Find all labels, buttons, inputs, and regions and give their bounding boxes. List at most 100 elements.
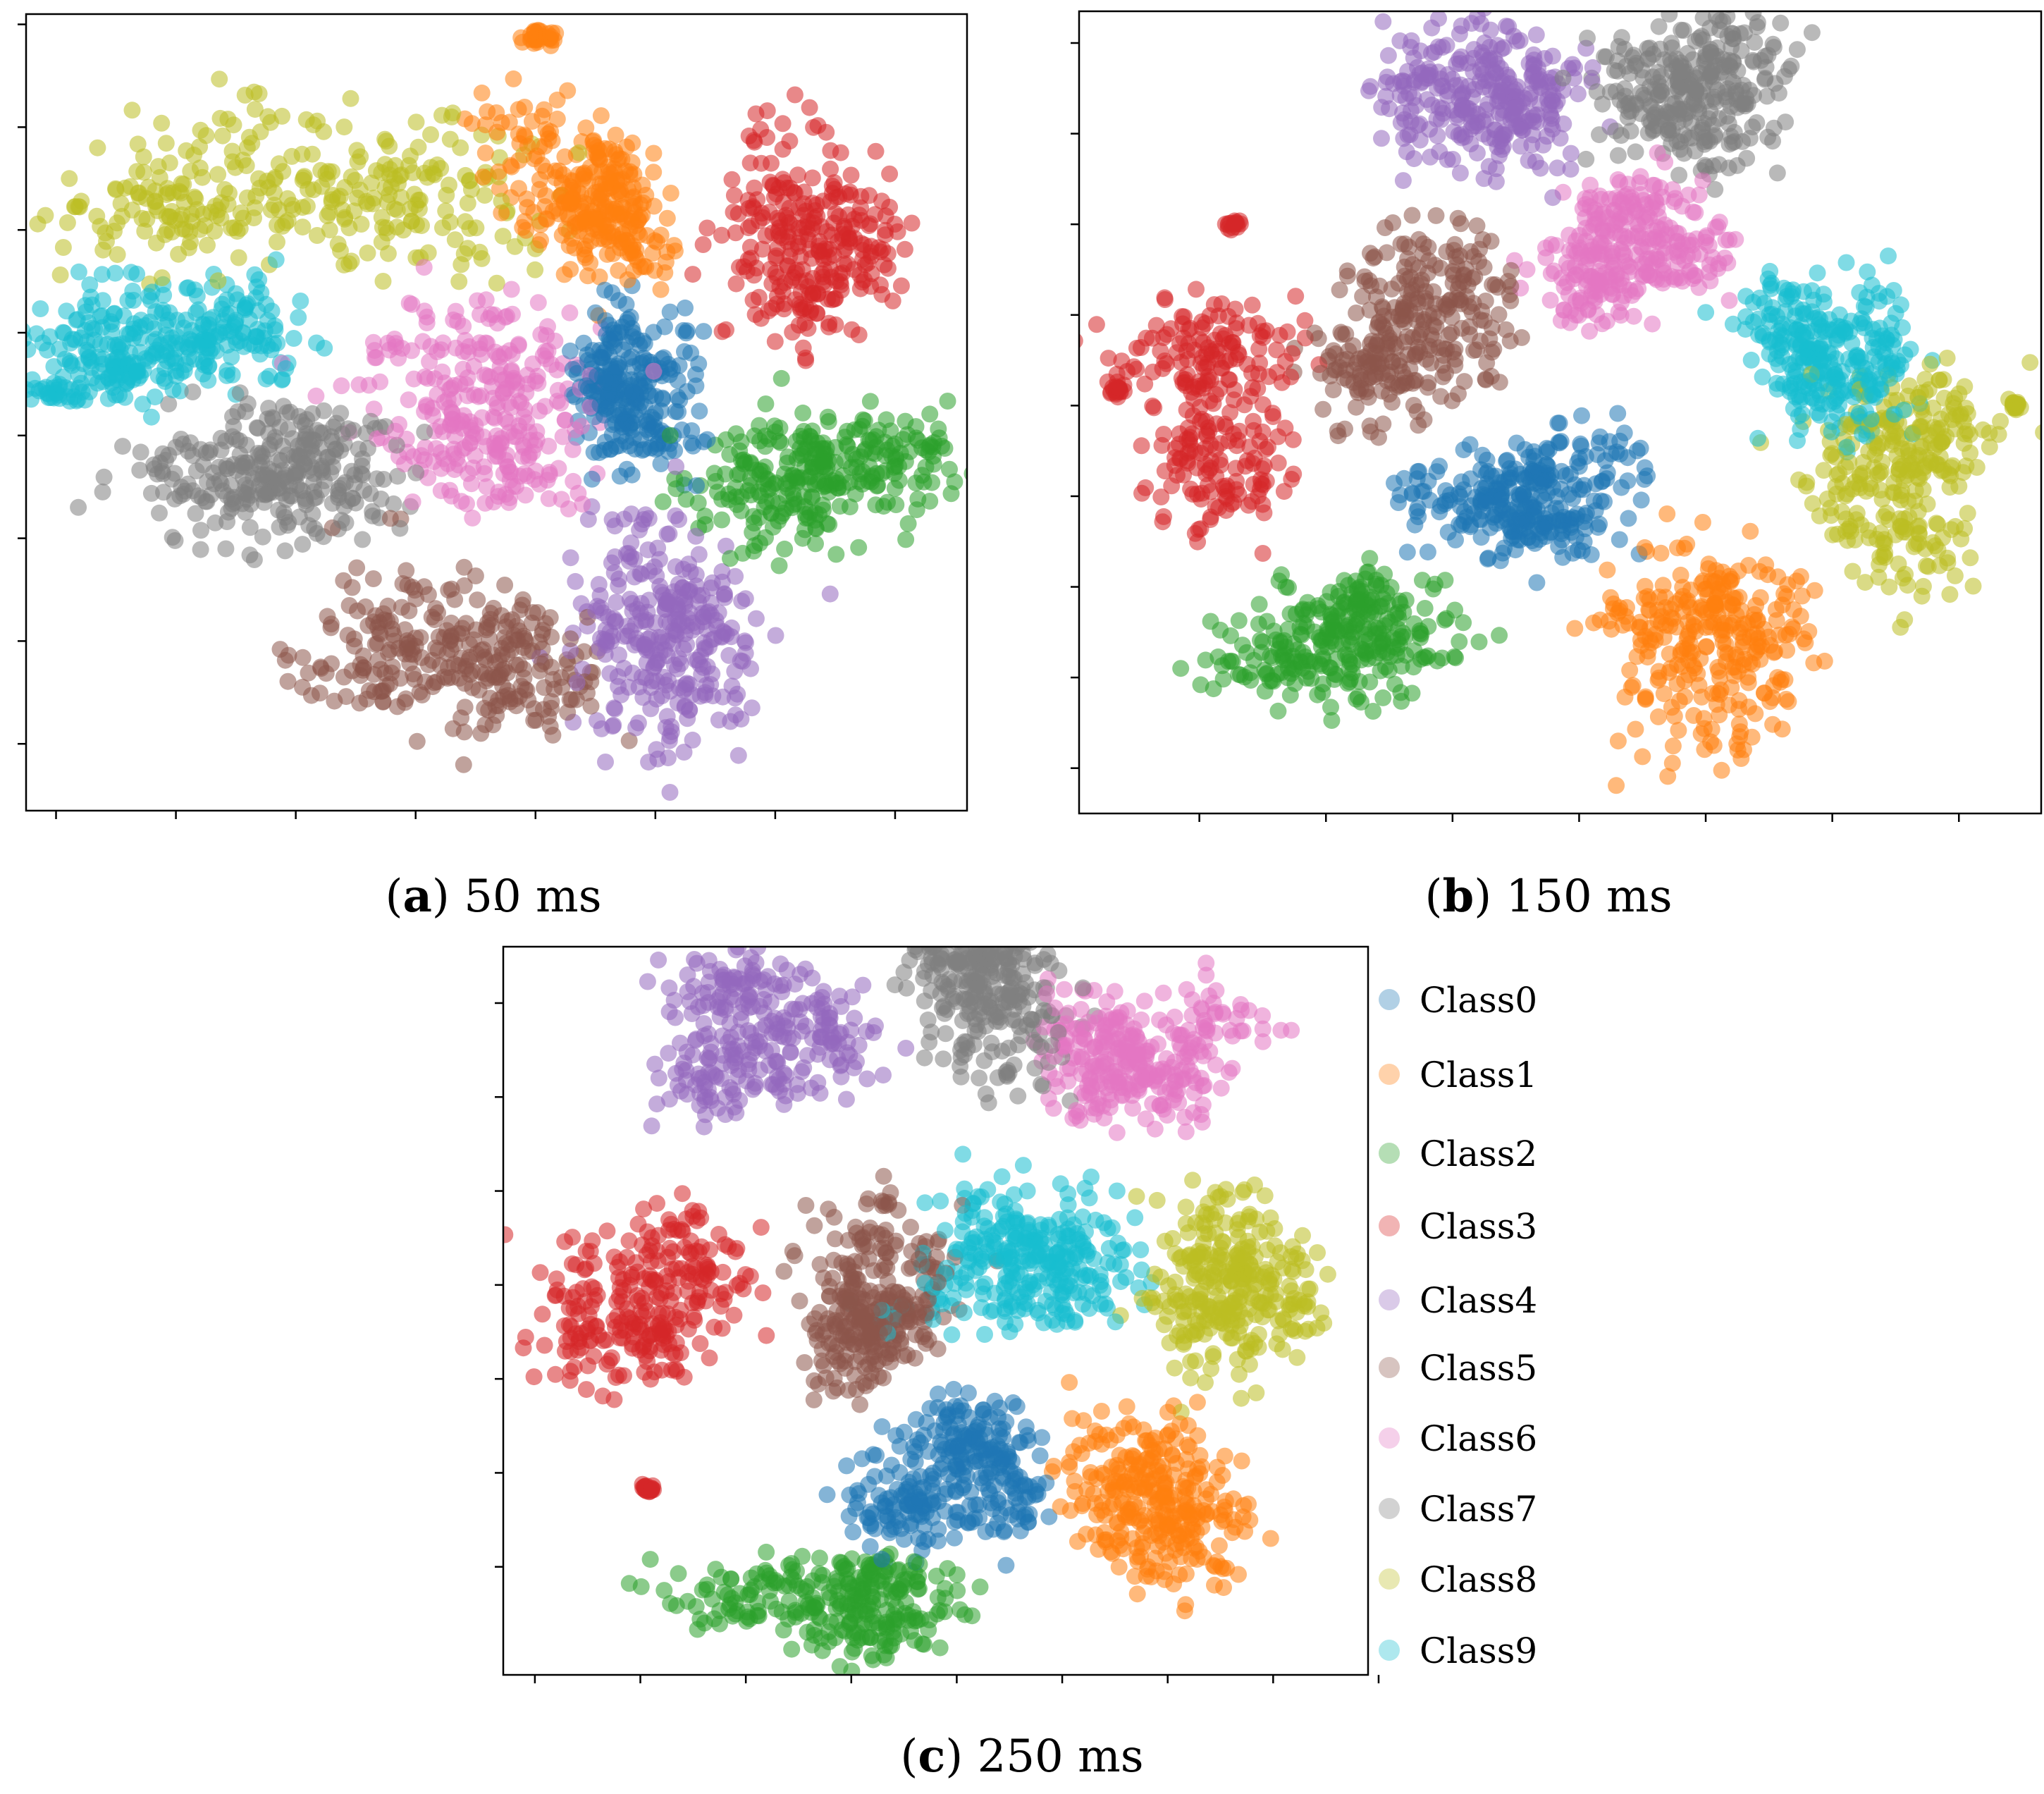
point-class6 [561,305,578,321]
point-class2 [827,546,844,563]
point-class6 [404,296,421,313]
point-class9 [146,320,163,337]
point-class5 [427,600,444,617]
point-class3 [728,276,745,293]
point-class6 [424,407,441,424]
point-class1 [490,164,507,180]
point-class1 [577,119,594,136]
point-class2 [908,418,925,435]
point-class5 [431,628,448,645]
point-class1 [556,266,573,283]
point-class0 [641,424,658,441]
point-class8 [154,269,171,286]
point-class9 [78,304,94,321]
point-class1 [510,180,527,197]
point-class6 [527,471,543,488]
point-class0 [656,319,673,336]
point-class5 [496,577,513,594]
point-class7 [173,479,190,496]
point-class1 [510,125,527,142]
point-class6 [479,335,495,352]
point-class1 [1610,732,1627,749]
point-class4 [1563,145,1580,162]
point-class7 [207,515,223,532]
point-class2 [1322,699,1339,715]
point-class2 [1451,633,1467,650]
point-class7 [173,431,190,448]
point-class4 [651,551,668,568]
point-class7 [280,421,297,438]
point-class9 [14,322,31,339]
point-class1 [547,169,564,186]
point-class6 [351,376,368,393]
point-class8 [376,131,393,148]
point-class7 [1613,127,1630,144]
point-class4 [606,517,623,534]
point-class4 [660,525,677,542]
point-class0 [1447,532,1464,548]
point-class4 [567,573,584,590]
point-class2 [722,550,739,567]
point-class7 [167,532,184,549]
point-class2 [909,501,925,518]
point-class3 [877,226,894,243]
point-class4 [677,680,694,697]
point-class3 [754,241,771,258]
point-class1 [667,242,684,259]
point-class1 [1713,762,1730,779]
point-class2 [887,496,904,513]
point-class6 [419,309,436,326]
point-class6 [507,429,524,446]
point-class0 [1410,508,1427,525]
point-class4 [681,702,698,719]
point-class5 [527,712,544,729]
point-class4 [729,686,746,703]
point-class1 [1637,539,1654,556]
point-class1 [561,195,578,211]
point-class8 [59,214,76,231]
point-class8 [238,157,255,174]
point-class7 [246,551,263,568]
point-class5 [1374,415,1391,432]
point-class7 [1804,24,1821,41]
point-class0 [639,383,656,400]
point-class3 [736,258,753,275]
point-class4 [682,563,699,580]
point-class2 [968,456,985,473]
point-class2 [820,453,837,469]
point-class1 [601,164,617,180]
point-class1 [1678,536,1695,553]
point-class9 [278,360,295,377]
point-class3 [851,326,868,343]
point-class1 [653,281,670,298]
point-class3 [821,241,838,258]
point-class2 [757,395,774,412]
point-class4 [667,558,684,575]
point-class0 [1390,494,1407,511]
point-class9 [1754,369,1771,386]
point-class2 [718,431,734,448]
point-class5 [1443,324,1460,341]
point-class7 [359,440,376,457]
point-class7 [251,447,268,464]
point-class4 [1570,85,1587,102]
point-class0 [584,471,601,488]
point-class3 [794,262,811,278]
point-class8 [94,242,111,259]
point-class5 [455,756,472,773]
point-class6 [497,411,514,428]
point-class6 [543,356,560,373]
point-class0 [562,343,579,360]
point-class7 [225,418,242,435]
point-class5 [365,570,382,587]
point-class4 [1422,149,1439,166]
point-class7 [336,436,353,453]
point-class9 [94,266,111,283]
point-class5 [341,597,358,614]
point-class2 [1361,674,1378,691]
point-class1 [563,172,580,189]
point-class9 [292,293,309,309]
point-class5 [1416,412,1433,429]
point-class4 [597,754,614,770]
point-class5 [1339,268,1356,285]
